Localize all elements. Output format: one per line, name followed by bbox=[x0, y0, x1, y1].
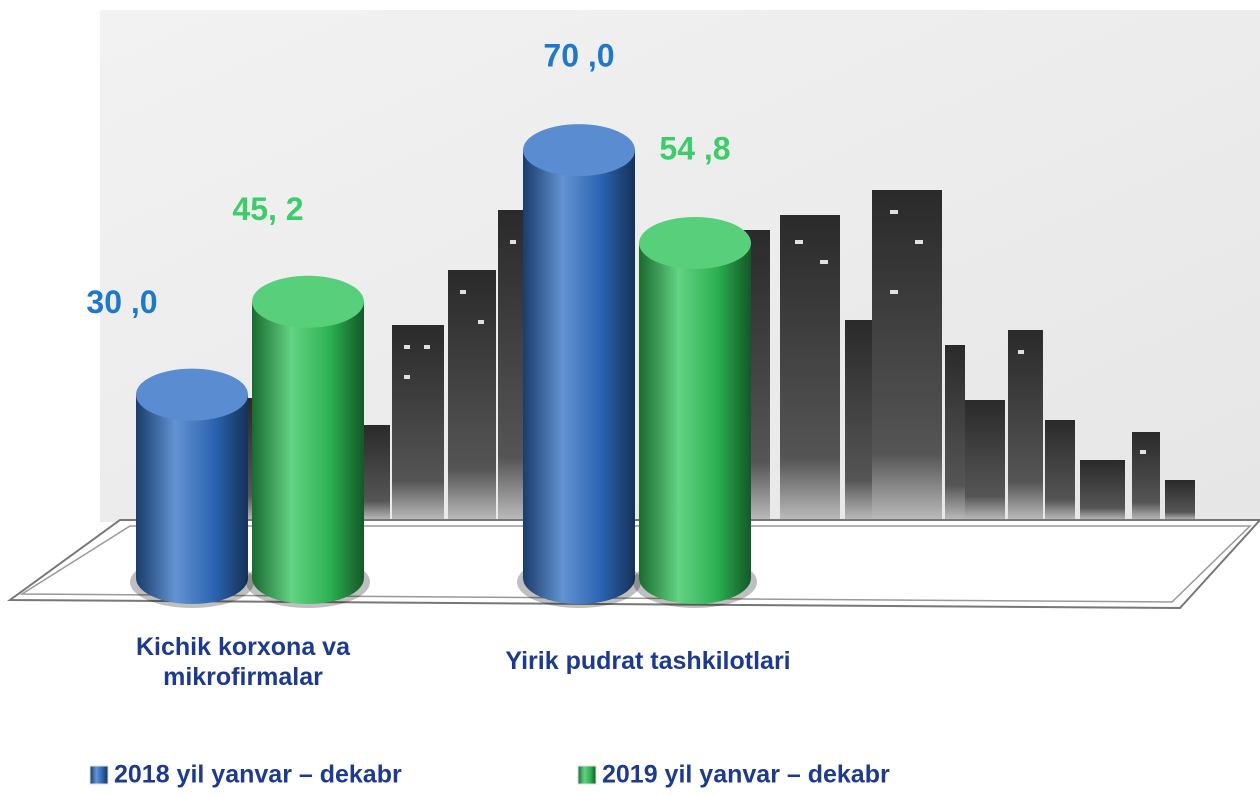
value-label: 30 ,0 bbox=[86, 284, 157, 320]
bar-top bbox=[639, 217, 751, 270]
bar-top bbox=[136, 368, 248, 421]
bar bbox=[523, 150, 635, 604]
bar-top bbox=[252, 275, 364, 328]
legend-label: 2019 yil yanvar – dekabr bbox=[602, 761, 890, 789]
bar-top bbox=[523, 124, 635, 177]
floor-inner bbox=[19, 525, 1252, 603]
value-label: 70 ,0 bbox=[543, 38, 614, 74]
legend-swatch bbox=[577, 765, 597, 785]
legend-swatch bbox=[89, 765, 109, 785]
bar bbox=[252, 301, 364, 604]
value-label: 54 ,8 bbox=[659, 130, 730, 166]
bar bbox=[136, 394, 248, 604]
x-tick-label: Kichik korxona va mikrofirmalar bbox=[136, 633, 350, 691]
value-label: 45, 2 bbox=[232, 191, 303, 227]
legend-label: 2018 yil yanvar – dekabr bbox=[114, 761, 402, 789]
bar bbox=[639, 243, 751, 604]
x-tick-label: Yirik pudrat tashkilotlari bbox=[505, 647, 791, 675]
